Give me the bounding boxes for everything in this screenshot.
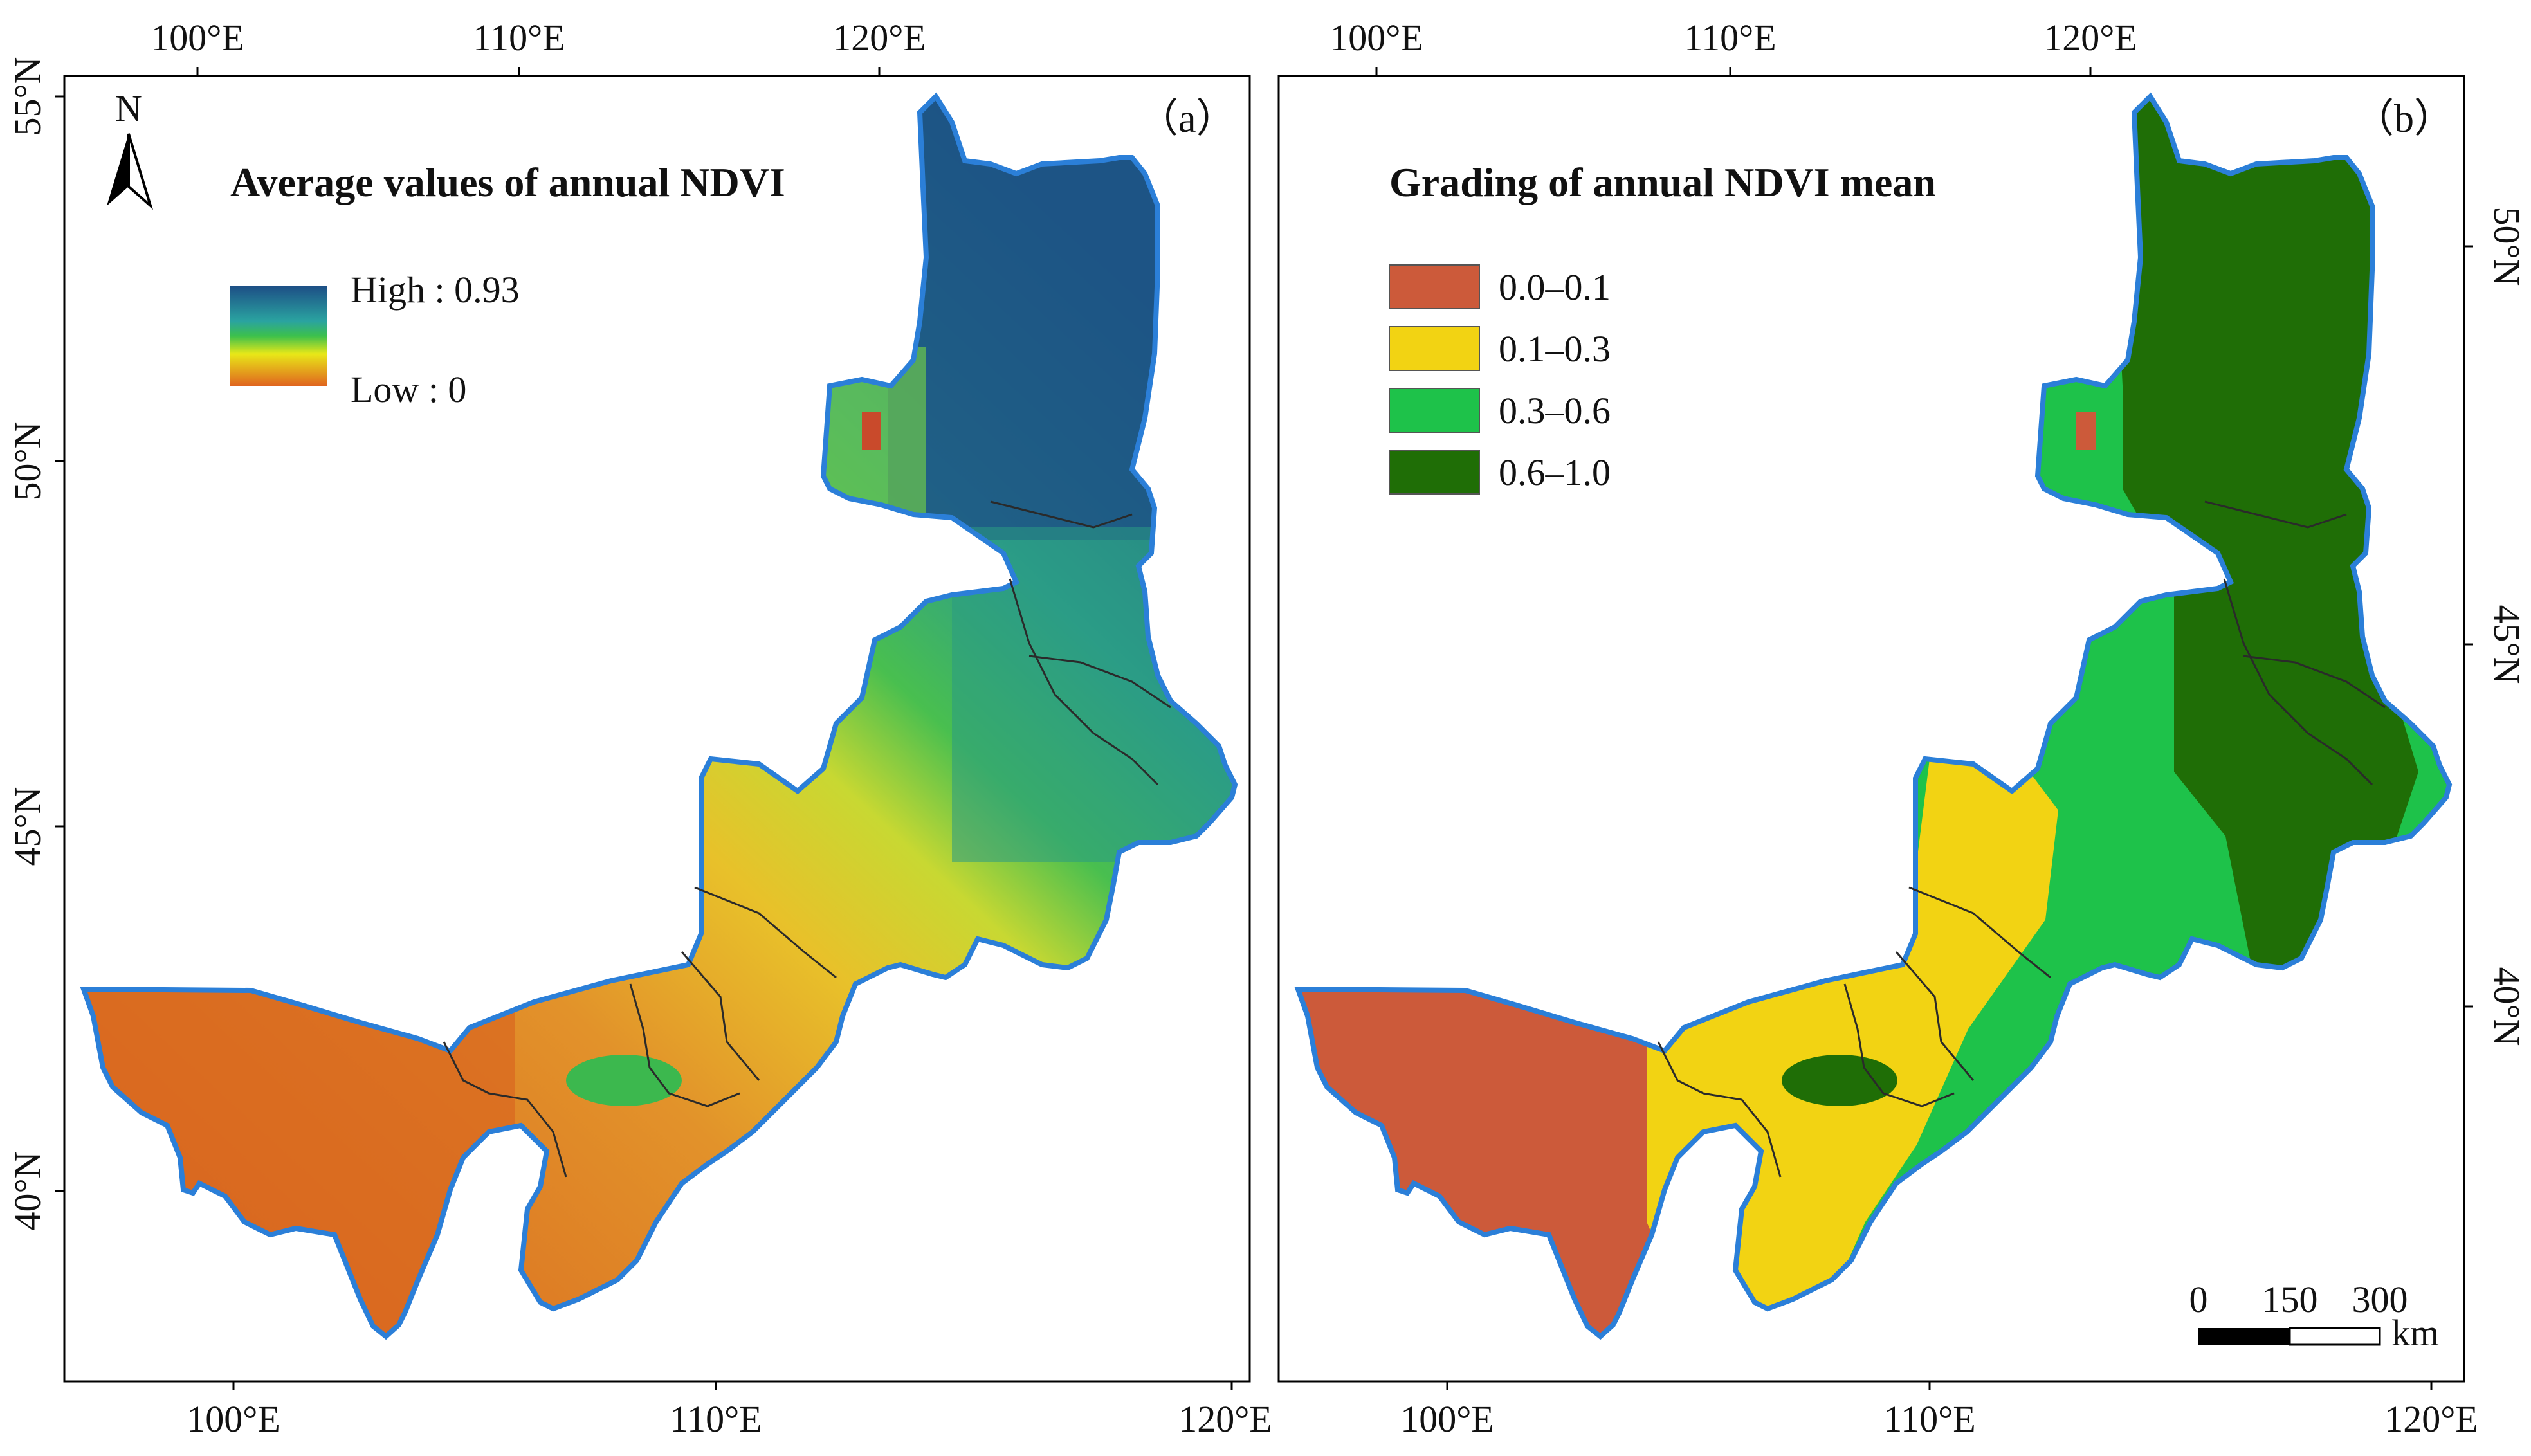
north-arrow-icon: N	[107, 87, 153, 210]
panel-a-left-tick-label: 45°N	[6, 787, 48, 866]
panel-a-top-tick-label: 100°E	[151, 17, 244, 59]
panel-a-top-ticks: 100°E 110°E 120°E	[151, 17, 926, 76]
panel-b-right-tick-label: 50°N	[2486, 206, 2528, 286]
panel-b-internal-boundaries	[1657, 500, 2386, 1178]
legend-label: 0.0–0.1	[1499, 266, 1611, 308]
panel-a-legend: High : 0.93 Low : 0	[230, 269, 520, 410]
panel-b-bottom-tick-label: 120°E	[2384, 1398, 2478, 1440]
panel-b-top-tick-label: 110°E	[1684, 17, 1776, 59]
legend-label: 0.6–1.0	[1499, 451, 1611, 493]
legend-label: 0.3–0.6	[1499, 390, 1611, 432]
panel-a-internal-boundaries	[443, 500, 1171, 1178]
panel-a-top-tick-label: 120°E	[832, 17, 926, 59]
panel-a-title: Average values of annual NDVI	[230, 159, 785, 205]
panel-b-title: Grading of annual NDVI mean	[1389, 159, 1936, 205]
ndvi-gradient-bar	[230, 286, 327, 386]
panel-b-right-tick-label: 40°N	[2486, 967, 2528, 1046]
panel-a-bottom-tick-label: 120°E	[1178, 1398, 1272, 1440]
scale-tick-label: 300	[2352, 1279, 2408, 1320]
panel-a-ndvi-raster	[64, 90, 1235, 1363]
panel-a-top-tick-label: 110°E	[473, 17, 565, 59]
legend-swatch	[1389, 264, 1480, 309]
panel-a-bottom-tick-label: 100°E	[187, 1398, 280, 1440]
panel-a-bottom-ticks: 100°E 110°E 120°E	[187, 1381, 1272, 1440]
panel-b-legend: 0.0–0.1 0.1–0.3 0.3–0.6 0.6–1.0	[1389, 264, 1611, 495]
panel-b: 100°E 110°E 120°E 100°E 110°E 120°E 50°N…	[1277, 17, 2528, 1440]
scale-unit: km	[2391, 1312, 2439, 1354]
panel-a-left-tick-label: 55°N	[6, 57, 48, 136]
panel-a-label: （a）	[1138, 97, 1236, 141]
panel-b-top-ticks: 100°E 110°E 120°E	[1329, 17, 2137, 76]
legend-swatch	[1389, 450, 1480, 495]
panel-b-top-tick-label: 120°E	[2043, 17, 2137, 59]
panel-b-right-ticks: 50°N 45°N 40°N	[2464, 206, 2528, 1046]
legend-swatch	[1389, 326, 1480, 371]
panel-a-left-tick-label: 50°N	[6, 421, 48, 500]
panel-b-right-tick-label: 45°N	[2486, 605, 2528, 684]
legend-low-label: Low : 0	[351, 369, 466, 410]
panel-b-bottom-tick-label: 110°E	[1883, 1398, 1975, 1440]
legend-label: 0.1–0.3	[1499, 328, 1611, 370]
class-0-0-0-1-area	[2076, 412, 2096, 450]
panel-a-left-ticks: 55°N 50°N 45°N 40°N	[6, 57, 64, 1231]
north-label: N	[115, 87, 142, 129]
scale-tick-label: 0	[2189, 1279, 2208, 1320]
panel-b-bottom-ticks: 100°E 110°E 120°E	[1400, 1381, 2478, 1440]
panel-b-label: （b）	[2354, 97, 2454, 141]
panel-a-left-tick-label: 40°N	[6, 1151, 48, 1230]
scale-tick-label: 150	[2262, 1279, 2318, 1320]
panel-b-top-tick-label: 100°E	[1329, 17, 1423, 59]
legend-swatch	[1389, 388, 1480, 433]
panel-a-bottom-tick-label: 110°E	[670, 1398, 762, 1440]
panel-a: 100°E 110°E 120°E 100°E 110°E 120°E 55°N…	[6, 17, 1272, 1440]
legend-high-label: High : 0.93	[351, 269, 520, 311]
class-0-6-1-0-area	[1782, 1055, 1897, 1106]
class-0-6-1-0-area	[2116, 96, 2418, 965]
scale-bar: 0 150 300 km	[2189, 1279, 2440, 1354]
panel-b-bottom-tick-label: 100°E	[1400, 1398, 1494, 1440]
